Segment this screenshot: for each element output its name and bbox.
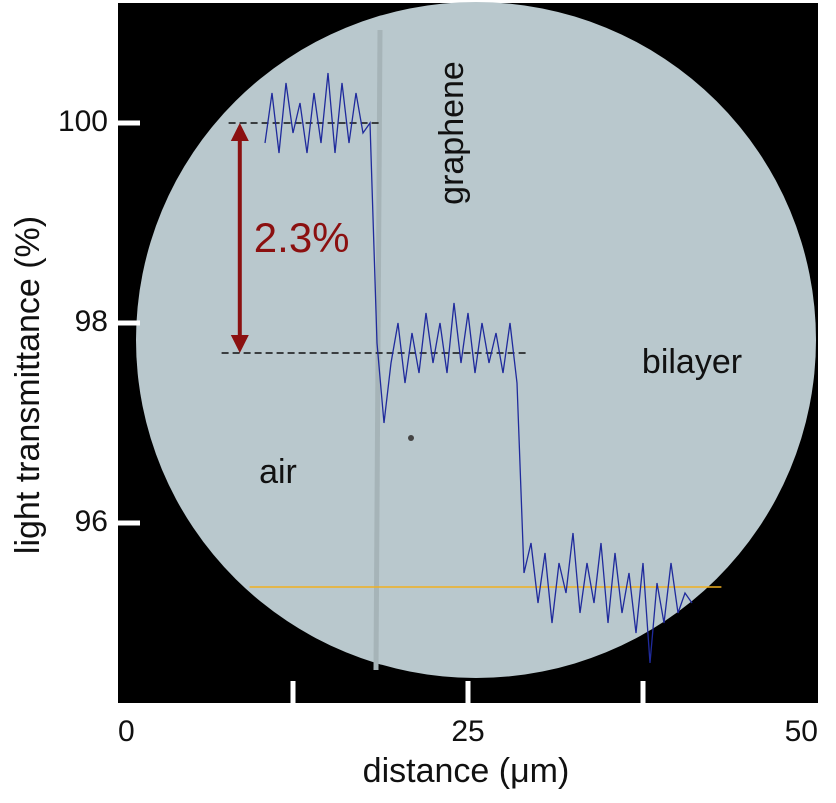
- annotation: bilayer: [642, 343, 742, 381]
- membrane-disc: [136, 2, 816, 678]
- y-tick-label: 96: [75, 505, 108, 538]
- y-axis-label: light transmittance (%): [9, 216, 47, 554]
- x-axis-label: distance (μm): [363, 752, 570, 790]
- x-tick-label: 0: [118, 715, 135, 748]
- annotation: air: [259, 453, 297, 491]
- data-line: [264, 72, 693, 664]
- y-tick-label: 100: [58, 105, 108, 138]
- x-tick-label: 25: [451, 715, 484, 748]
- arrow-label: 2.3%: [254, 214, 350, 261]
- x-tick-label: 50: [785, 715, 818, 748]
- arrow-head: [230, 335, 249, 353]
- arrow-head: [230, 123, 249, 141]
- y-tick-label: 98: [75, 305, 108, 338]
- annotation: graphene: [433, 61, 471, 205]
- dust-particle: [408, 435, 414, 441]
